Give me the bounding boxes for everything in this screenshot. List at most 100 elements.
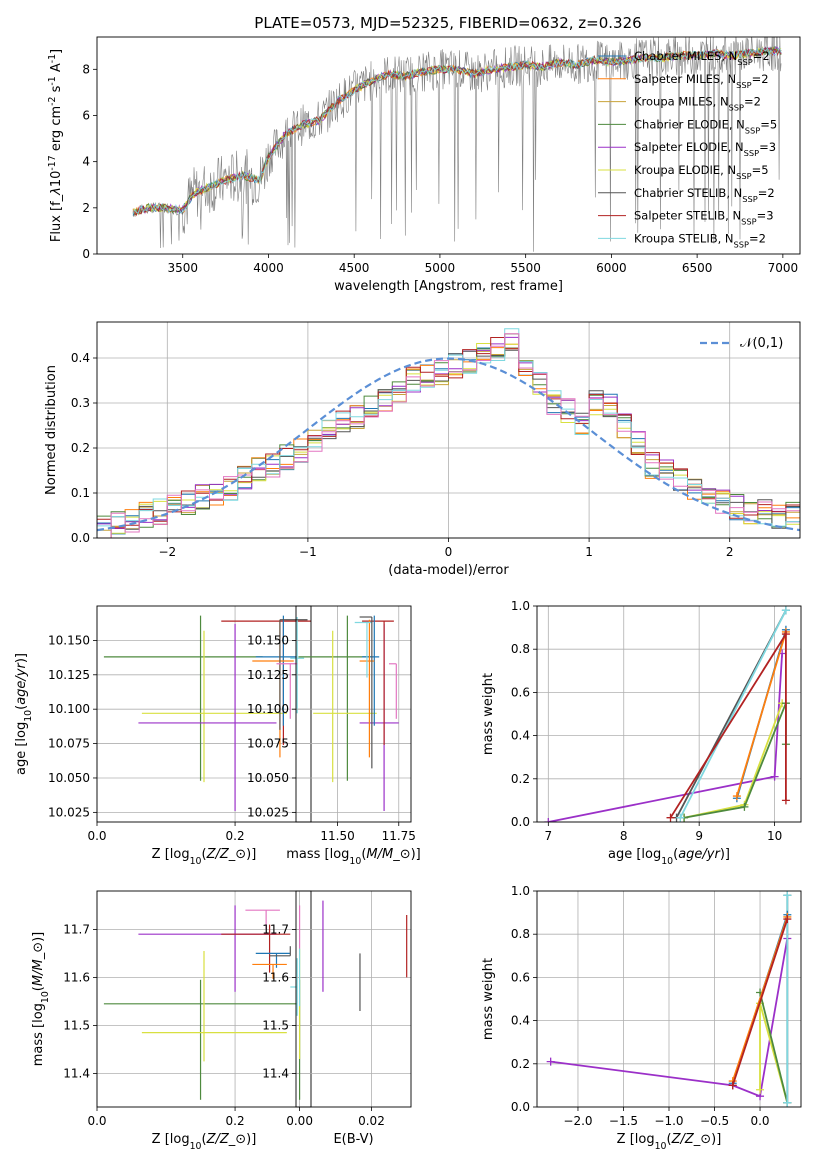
axes-frame — [96, 36, 801, 255]
y-axis-label: age [log10(age/yr)] — [14, 653, 34, 775]
y-tick-label: 0 — [82, 247, 90, 261]
panel-mass-vs-Z: 0.0 0.2 11.4 11.5 11.6 11.7 Z [log10(Z/Z_⊙)] ma… — [31, 890, 312, 1152]
y-axis-label: mass weight — [481, 673, 496, 755]
y-tick-label: 0.0 — [511, 815, 530, 829]
y-tick-label: 0.6 — [511, 685, 530, 699]
errorbar-point — [141, 630, 287, 783]
y-tick-label: 10.025 — [48, 805, 90, 819]
axes-frame — [536, 890, 802, 1108]
series-marker — [783, 915, 792, 924]
x-tick-label: −1.5 — [609, 1114, 638, 1128]
legend-label: Kroupa STELIB, NSSP=2 — [634, 231, 766, 249]
axes-frame — [295, 890, 412, 1108]
panel-spectrum: 3500 4000 4500 5000 5500 6000 6500 7000 0 2 4 6 8 wav… — [47, 36, 801, 294]
errorbar-point — [138, 905, 277, 992]
plot-area — [298, 615, 399, 811]
x-tick-label: 0 — [445, 545, 453, 559]
legend-label: 𝒩(0,1) — [740, 336, 783, 351]
errorbar-point — [103, 615, 263, 781]
series-line — [731, 918, 789, 1086]
x-tick-label: 4000 — [253, 261, 284, 275]
plot-area — [546, 891, 792, 1107]
plot-area — [544, 606, 790, 822]
series-marker — [783, 1098, 792, 1107]
axes-frame — [536, 605, 802, 823]
plot-area — [132, 37, 782, 252]
series-marker — [756, 1085, 765, 1094]
x-tick-label: 0.2 — [226, 1114, 245, 1128]
x-axis-label: Z [log10(Z/Z_⊙)] — [152, 1132, 257, 1152]
x-tick-label: −1 — [299, 545, 317, 559]
x-tick-label: 0.02 — [358, 1114, 385, 1128]
legend-label: Chabrier MILES, NSSP=2 — [634, 49, 770, 67]
axes-frame — [295, 605, 412, 823]
x-tick-label: 1 — [585, 545, 593, 559]
series-marker — [781, 796, 790, 805]
y-tick-label: 0.2 — [511, 772, 530, 786]
x-tick-label: 0.2 — [226, 829, 245, 843]
y-tick-label: 6 — [82, 108, 90, 122]
x-tick-label: 5000 — [425, 261, 456, 275]
y-tick-label: 4 — [82, 155, 90, 169]
series-marker — [783, 891, 792, 900]
histogram-step — [97, 333, 800, 538]
y-tick-label: 10.125 — [247, 668, 289, 682]
x-tick-label: 11.75 — [382, 829, 416, 843]
y-tick-label: 0.2 — [71, 441, 90, 455]
y-axis-label: mass weight — [481, 958, 496, 1040]
errorbar-point — [276, 663, 298, 719]
series-line — [736, 631, 787, 797]
x-tick-label: 0.00 — [286, 1114, 313, 1128]
errorbar-point — [359, 623, 399, 811]
x-tick-label: 8 — [620, 829, 628, 843]
y-tick-label: 11.5 — [262, 1018, 289, 1032]
y-tick-label: 0.4 — [511, 729, 530, 743]
y-tick-label: 1.0 — [511, 884, 530, 898]
series-marker — [544, 818, 553, 822]
y-tick-label: 0.3 — [71, 396, 90, 410]
x-axis-label: wavelength [Angstrom, rest frame] — [334, 279, 563, 294]
y-tick-label: 11.4 — [262, 1066, 289, 1080]
series-line — [679, 609, 787, 819]
x-tick-label: 6500 — [682, 261, 713, 275]
model-line — [132, 46, 782, 215]
y-tick-label: 11.6 — [63, 970, 90, 984]
errorbar-point — [279, 619, 308, 730]
x-tick-label: 0.0 — [87, 829, 106, 843]
series-line — [669, 630, 787, 819]
x-tick-label: 7000 — [768, 261, 799, 275]
legend-label: Chabrier STELIB, NSSP=2 — [634, 186, 775, 204]
x-tick-label: 10 — [767, 829, 782, 843]
y-tick-label: 11.5 — [63, 1018, 90, 1032]
y-tick-label: 0.6 — [511, 970, 530, 984]
series-marker — [732, 792, 741, 801]
y-tick-label: 10.150 — [247, 633, 289, 647]
legend: Chabrier MILES, NSSP=2 Salpeter MILES, NS… — [598, 49, 777, 249]
errorbar-point — [362, 615, 380, 726]
legend-label: Salpeter MILES, NSSP=2 — [634, 72, 769, 90]
panel-mass-vs-EBV: 0.00 0.02 11.4 11.5 11.6 11.7 E(B-V) — [262, 890, 412, 1147]
x-tick-label: 7 — [544, 829, 552, 843]
x-tick-label: 4500 — [339, 261, 370, 275]
legend-label: Chabrier ELODIE, NSSP=5 — [634, 117, 777, 135]
errorbar-point — [245, 909, 280, 930]
y-tick-label: 10.075 — [48, 737, 90, 751]
y-tick-label: 10.050 — [48, 771, 90, 785]
errorbar-point — [255, 615, 298, 726]
x-tick-label: −0.5 — [700, 1114, 729, 1128]
y-axis-label: Flux [f_λ10-17 erg cm-2 s-1 A-1] — [47, 49, 65, 242]
errorbar-point — [313, 630, 377, 783]
y-tick-label: 1.0 — [511, 599, 530, 613]
x-tick-label: 0.0 — [87, 1114, 106, 1128]
y-tick-label: 0.4 — [71, 351, 90, 365]
legend: 𝒩(0,1) — [700, 336, 783, 351]
y-tick-label: 0.8 — [511, 642, 530, 656]
x-axis-label: (data-model)/error — [388, 563, 509, 578]
series-marker — [781, 630, 790, 639]
axes-frame — [96, 605, 312, 823]
normal-curve — [97, 357, 800, 532]
errorbar-point — [359, 616, 373, 769]
x-tick-label: 0.0 — [750, 1114, 769, 1128]
y-tick-label: 0.0 — [511, 1100, 530, 1114]
series-marker — [740, 802, 749, 811]
